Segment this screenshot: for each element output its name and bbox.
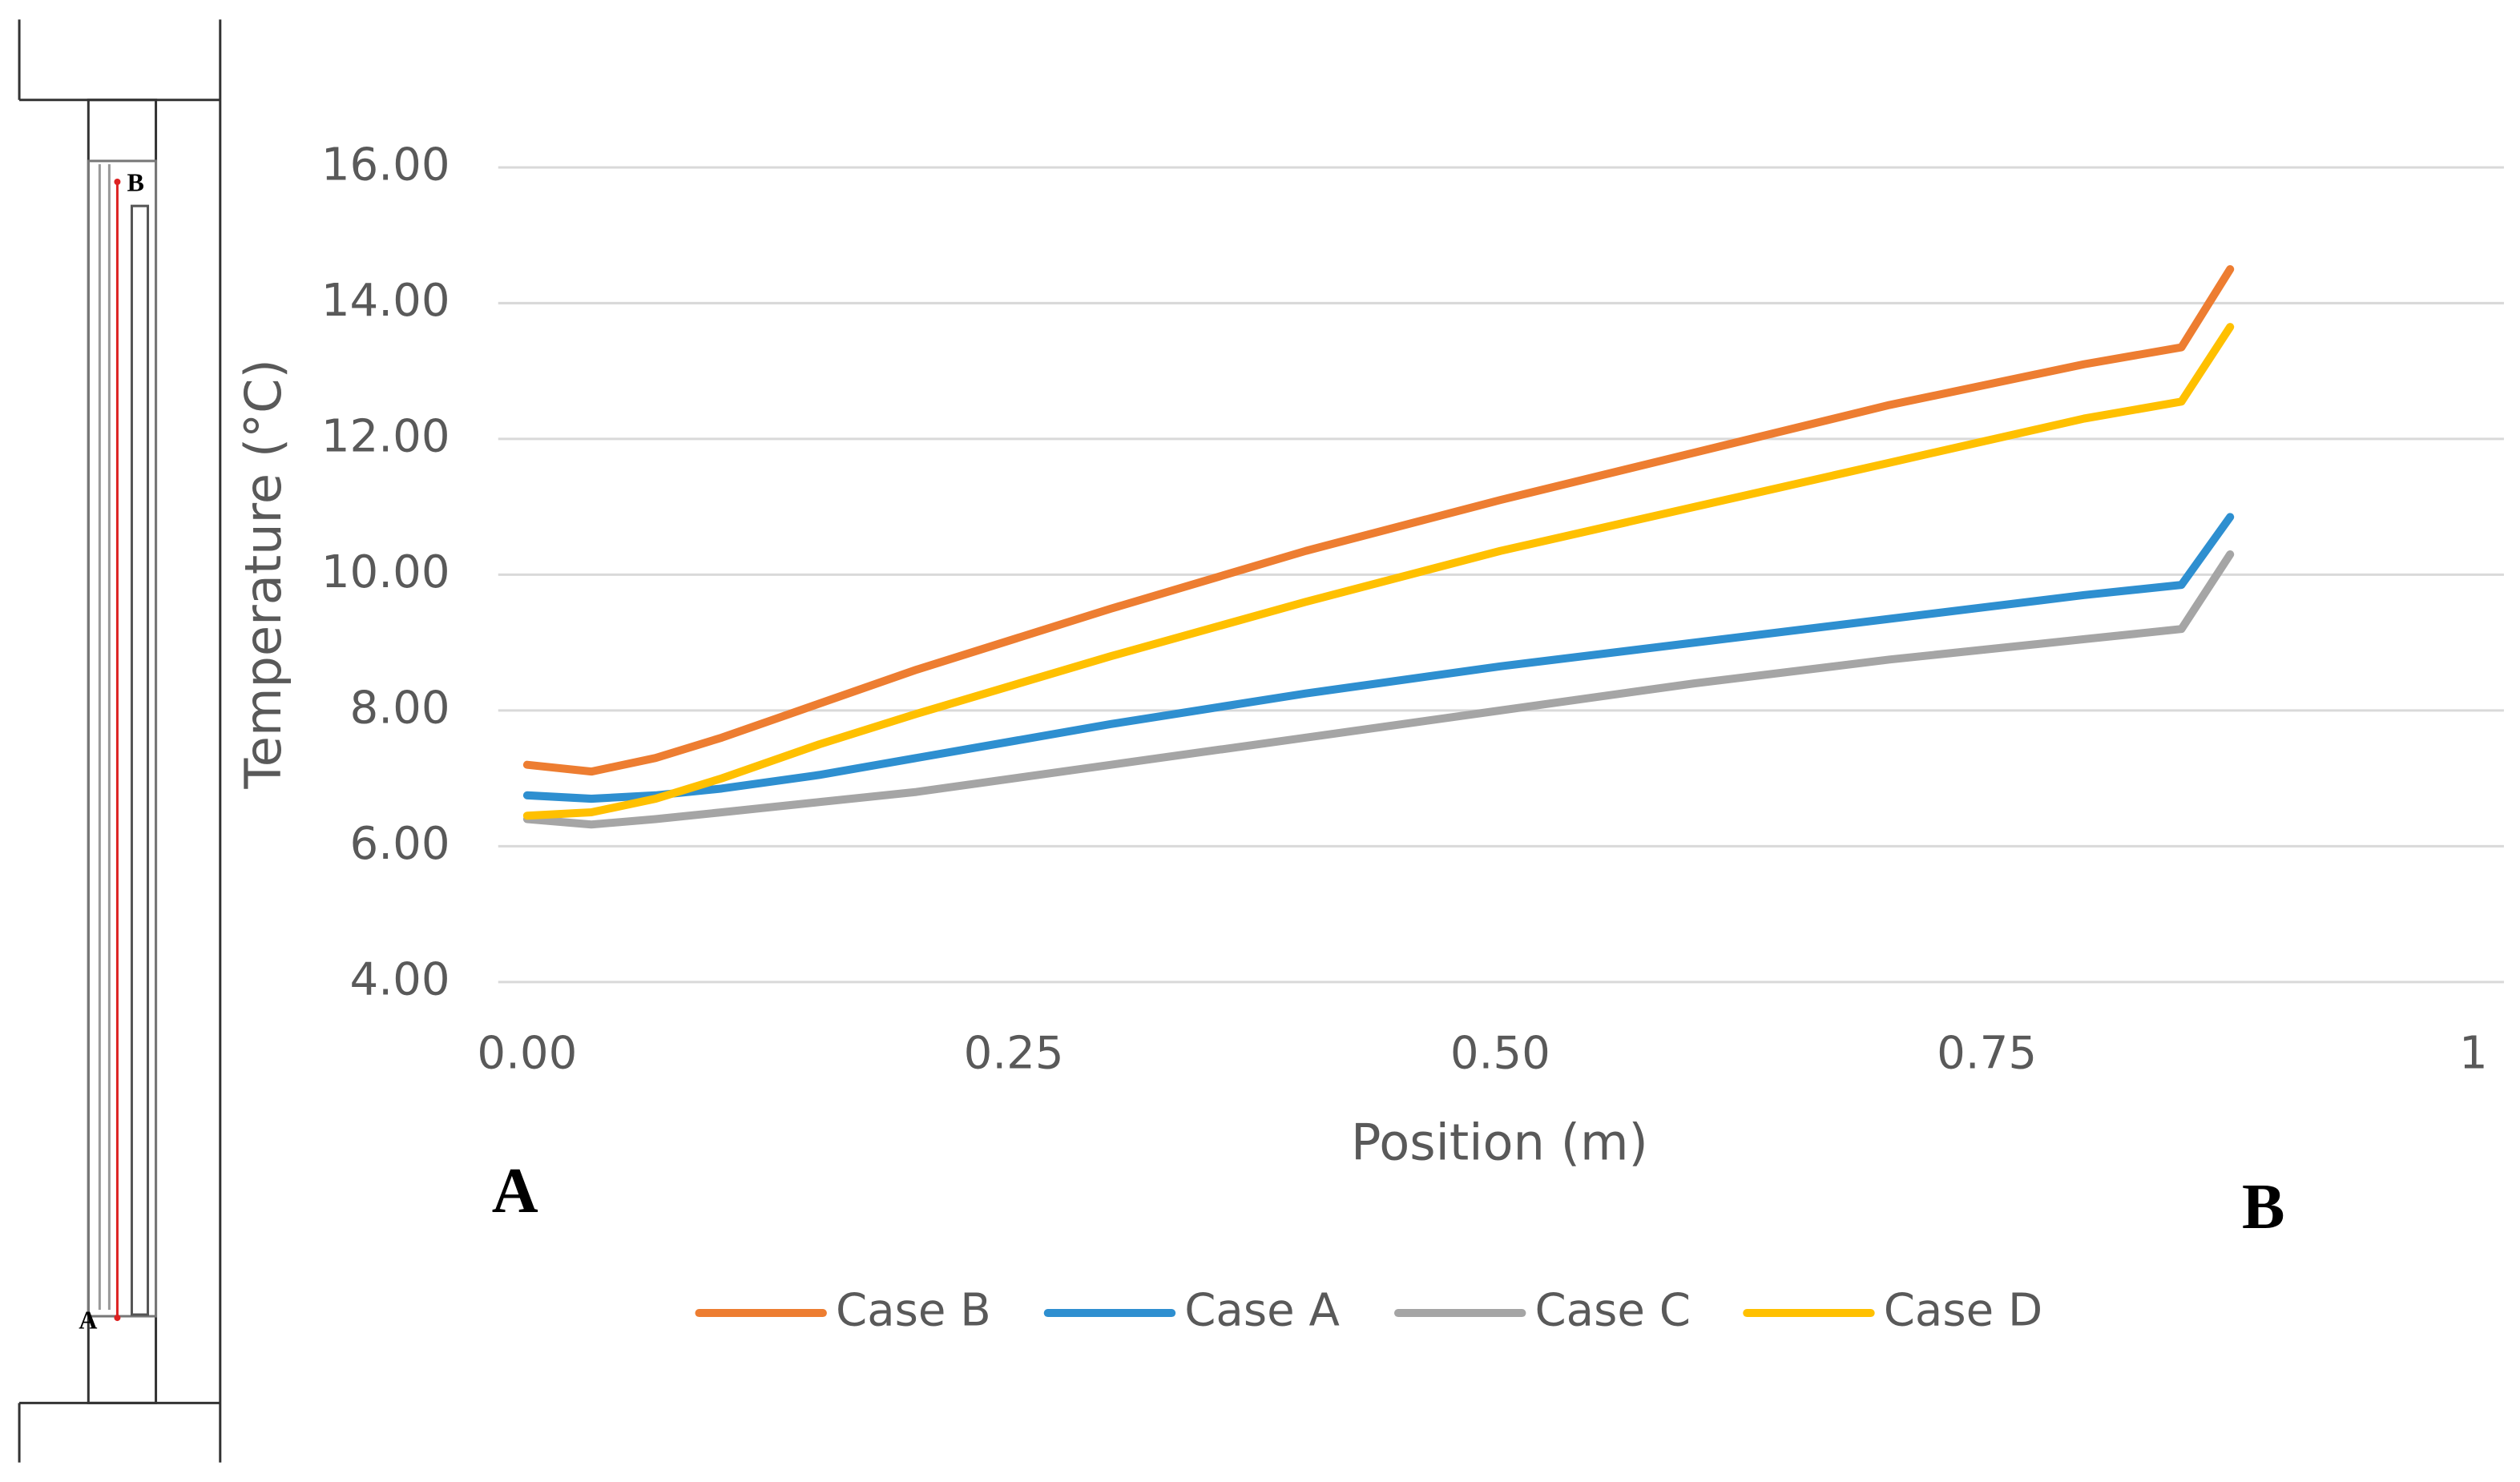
x-tick-label: 0.75: [1937, 1028, 2037, 1080]
y-tick-label: 6.00: [350, 818, 450, 870]
y-tick-label: 4.00: [350, 953, 450, 1005]
series-line: [522, 550, 2235, 829]
schematic: [18, 19, 222, 1463]
series-line: [522, 323, 2235, 820]
schematic-label: B: [127, 167, 143, 196]
legend-label: Case C: [1534, 1285, 1691, 1337]
y-tick-label: 8.00: [350, 683, 450, 735]
annotation: B: [2242, 1172, 2285, 1242]
schematic-label: A: [79, 1305, 97, 1334]
legend-label: Case A: [1184, 1285, 1340, 1337]
y-axis-title: Temperature (°C): [234, 359, 292, 789]
series-line: [522, 265, 2235, 776]
x-axis-title: Position (m): [1351, 1114, 1648, 1172]
x-tick-label: 0.00: [477, 1028, 577, 1080]
x-tick-label: 0.50: [1450, 1028, 1550, 1080]
x-tick-label: 0.25: [964, 1028, 1064, 1080]
y-tick-label: 10.00: [321, 546, 450, 598]
x-tick-label: 1: [2459, 1028, 2488, 1080]
annotation: A: [492, 1156, 538, 1226]
y-tick-label: 16.00: [321, 139, 450, 191]
y-tick-label: 14.00: [321, 275, 450, 327]
legend-label: Case D: [1884, 1285, 2043, 1337]
legend-label: Case B: [836, 1285, 991, 1337]
y-tick-label: 12.00: [321, 411, 450, 463]
